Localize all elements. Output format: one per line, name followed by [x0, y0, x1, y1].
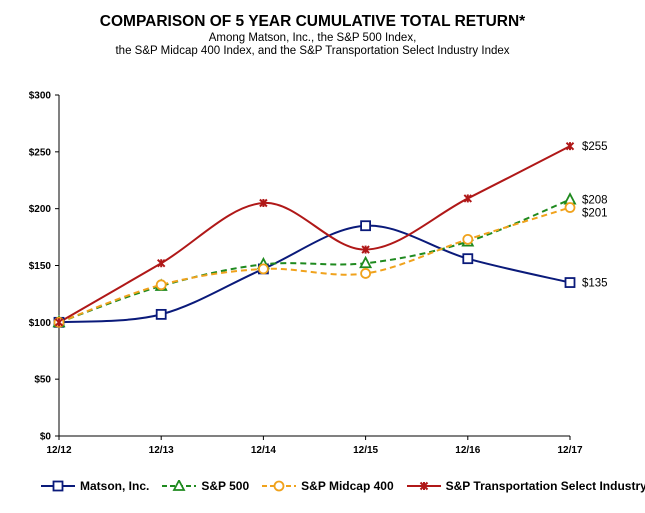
y-tick-label: $0	[40, 432, 52, 443]
x-tick-label: 12/17	[557, 445, 582, 456]
data-point-0	[155, 308, 167, 320]
chart-series-lines	[58, 145, 571, 324]
data-point-3	[156, 259, 166, 268]
x-tick-label: 12/14	[251, 445, 276, 456]
end-value-label-3: $255	[582, 141, 608, 153]
data-point-2	[155, 279, 167, 291]
x-tick-label: 12/16	[455, 445, 480, 456]
chart-subtitle-line-2: the S&P Midcap 400 Index, and the S&P Tr…	[115, 45, 510, 57]
legend-swatch	[162, 480, 197, 491]
series-line-0	[58, 224, 571, 324]
data-point-2	[462, 233, 474, 245]
legend-item-3: S&P Transportation Select Industry	[406, 479, 645, 493]
data-point-0	[462, 253, 474, 265]
chart-legend: Matson, Inc. S&P 500 S&P Midcap 400 S&P Tra…	[40, 478, 645, 494]
chart-series-markers	[52, 141, 577, 328]
y-tick-label: $100	[29, 318, 52, 329]
chart-axes: $0 $50 $100 $150 $200 $250 $300 12/12 12/13 12/14…	[29, 91, 583, 457]
x-tick-label: 12/15	[353, 445, 378, 456]
y-tick-label: $300	[29, 91, 52, 102]
data-point-1	[359, 255, 373, 269]
legend-item-2: S&P Midcap 400	[261, 479, 394, 493]
legend-swatch	[406, 481, 441, 491]
legend-label: S&P Transportation Select Industry	[445, 479, 645, 493]
legend-swatch-marker	[52, 480, 64, 492]
data-point-2	[564, 202, 576, 213]
data-point-3	[463, 194, 473, 203]
data-point-3	[565, 141, 575, 151]
chart-subtitle-line-1: Among Matson, Inc., the S&P 500 Index,	[208, 32, 417, 44]
legend-item-1: S&P 500	[161, 479, 249, 493]
legend-swatch-marker	[172, 480, 186, 491]
end-value-label-2: $201	[582, 208, 608, 220]
end-value-label-0: $135	[582, 278, 608, 290]
chart-title: COMPARISON OF 5 YEAR CUMULATIVE TOTAL RE…	[99, 13, 526, 30]
legend-item-0: Matson, Inc.	[40, 479, 149, 493]
legend-label: S&P Midcap 400	[301, 479, 394, 493]
data-point-0	[360, 220, 372, 232]
chart-end-labels: $255 $208$201 $135	[582, 141, 608, 289]
series-line-3	[58, 145, 571, 324]
legend-swatch-marker	[419, 481, 428, 491]
data-point-3	[259, 198, 268, 208]
data-point-3	[54, 318, 64, 327]
x-tick-label: 12/12	[46, 445, 71, 456]
data-point-3	[361, 245, 370, 254]
legend-swatch	[262, 480, 297, 492]
x-tick-label: 12/13	[149, 445, 174, 456]
y-tick-label: $150	[29, 261, 52, 272]
y-tick-label: $50	[34, 375, 51, 386]
series-line-2	[58, 206, 571, 324]
legend-label: S&P 500	[201, 479, 250, 493]
data-point-2	[360, 268, 372, 279]
data-point-0	[564, 277, 576, 288]
data-point-2	[257, 263, 269, 275]
y-tick-label: $250	[29, 147, 52, 158]
legend-swatch-marker	[273, 480, 285, 492]
legend-label: Matson, Inc.	[80, 479, 150, 493]
series-line-1	[58, 198, 571, 324]
end-value-label-1: $208	[582, 195, 608, 207]
y-tick-label: $200	[29, 204, 52, 215]
legend-swatch	[41, 480, 75, 492]
